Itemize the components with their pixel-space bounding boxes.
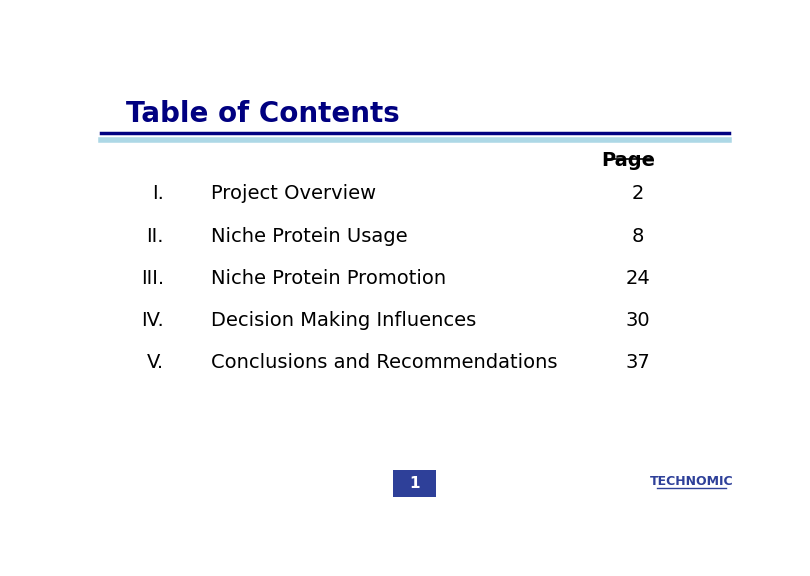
- Text: 37: 37: [625, 353, 650, 372]
- Text: Project Overview: Project Overview: [211, 184, 376, 203]
- Text: Niche Protein Usage: Niche Protein Usage: [211, 226, 407, 245]
- Text: Table of Contents: Table of Contents: [126, 100, 400, 128]
- Text: 8: 8: [632, 226, 644, 245]
- Text: 30: 30: [625, 311, 650, 330]
- Text: IV.: IV.: [141, 311, 164, 330]
- Text: Decision Making Influences: Decision Making Influences: [211, 311, 476, 330]
- Text: II.: II.: [147, 226, 164, 245]
- Text: I.: I.: [152, 184, 164, 203]
- Text: 2: 2: [632, 184, 644, 203]
- Text: V.: V.: [147, 353, 164, 372]
- Text: Page: Page: [602, 151, 655, 170]
- Text: III.: III.: [141, 268, 164, 287]
- Text: Niche Protein Promotion: Niche Protein Promotion: [211, 268, 446, 287]
- Text: 24: 24: [625, 268, 650, 287]
- Text: 1: 1: [409, 476, 420, 491]
- Text: Conclusions and Recommendations: Conclusions and Recommendations: [211, 353, 557, 372]
- Text: TECHNOMIC: TECHNOMIC: [650, 475, 733, 488]
- FancyBboxPatch shape: [393, 469, 436, 497]
